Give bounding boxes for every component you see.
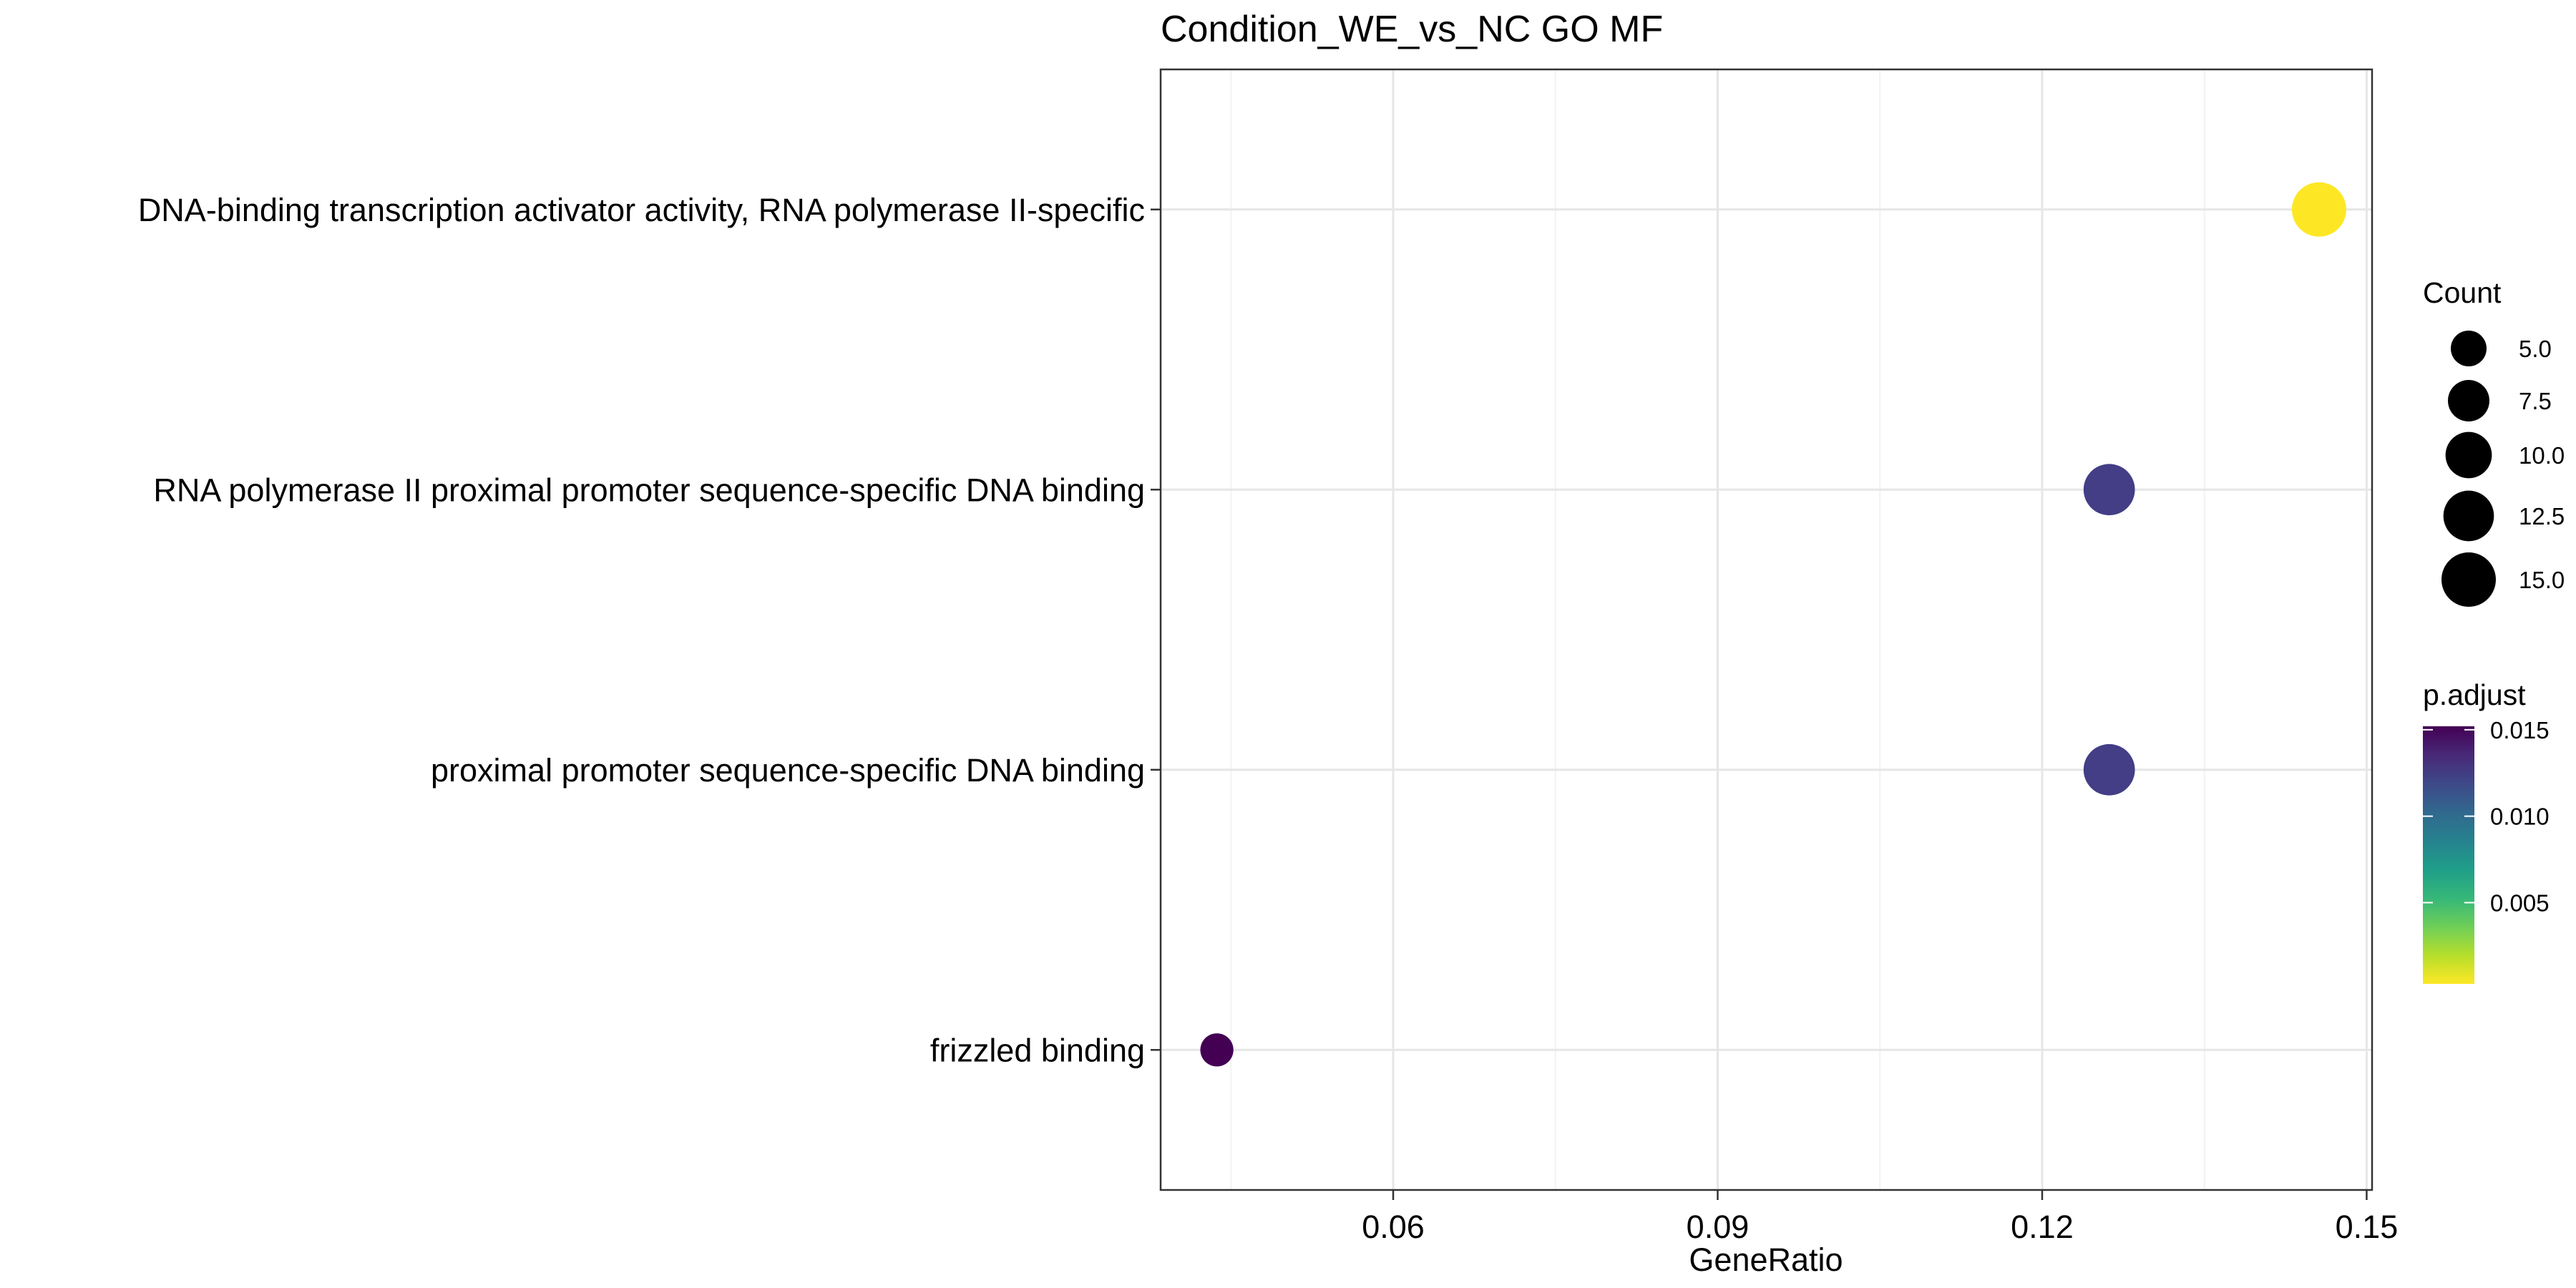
plot-panel: [1159, 68, 2373, 1191]
x-tick-label: 0.09: [1687, 1209, 1750, 1245]
data-point: [2083, 464, 2135, 516]
count-legend-dot: [2441, 552, 2496, 607]
p-adjust-colorbar: [2423, 726, 2474, 984]
count-legend-dot: [2451, 331, 2487, 366]
x-tick-label: 0.12: [2011, 1209, 2074, 1245]
panel-border: [1159, 68, 2373, 1191]
count-legend-label: 12.5: [2519, 503, 2565, 530]
x-tick-label: 0.15: [2336, 1209, 2399, 1245]
count-legend-label: 10.0: [2519, 442, 2565, 469]
data-points: [1200, 182, 2346, 1067]
grid-lines: [1161, 69, 2372, 1190]
count-legend: Count 5.0 7.5 10.0 12.5 15.0: [2423, 276, 2565, 607]
count-legend-dot: [2448, 380, 2489, 421]
data-point: [2083, 743, 2135, 796]
count-legend-label: 5.0: [2519, 336, 2552, 362]
colorbar-label: 0.015: [2490, 717, 2550, 743]
panel-background: [1161, 69, 2372, 1190]
count-legend-title: Count: [2423, 276, 2502, 309]
count-legend-label: 15.0: [2519, 567, 2565, 593]
count-legend-label: 7.5: [2519, 388, 2552, 414]
p-adjust-legend-title: p.adjust: [2423, 678, 2526, 711]
x-tick-label: 0.06: [1362, 1209, 1425, 1245]
colorbar-label: 0.010: [2490, 804, 2550, 830]
count-legend-dot: [2445, 431, 2492, 479]
y-tick-label: RNA polymerase II proximal promoter sequ…: [153, 472, 1145, 508]
chart-title: Condition_WE_vs_NC GO MF: [1161, 9, 1663, 50]
p-adjust-legend: p.adjust 0.015 0.010 0.005: [2423, 678, 2550, 984]
count-legend-dot: [2443, 490, 2494, 542]
x-axis-title: GeneRatio: [1689, 1241, 1843, 1278]
y-tick-label: proximal promoter sequence-specific DNA …: [431, 752, 1145, 789]
y-axis: DNA-binding transcription activator acti…: [138, 192, 1161, 1068]
data-point: [1200, 1033, 1234, 1067]
colorbar-label: 0.005: [2490, 889, 2550, 916]
x-axis: 0.06 0.09 0.12 0.15: [1362, 1190, 2398, 1245]
data-point: [2291, 182, 2346, 237]
y-tick-label: DNA-binding transcription activator acti…: [138, 192, 1145, 228]
y-tick-label: frizzled binding: [930, 1032, 1145, 1068]
